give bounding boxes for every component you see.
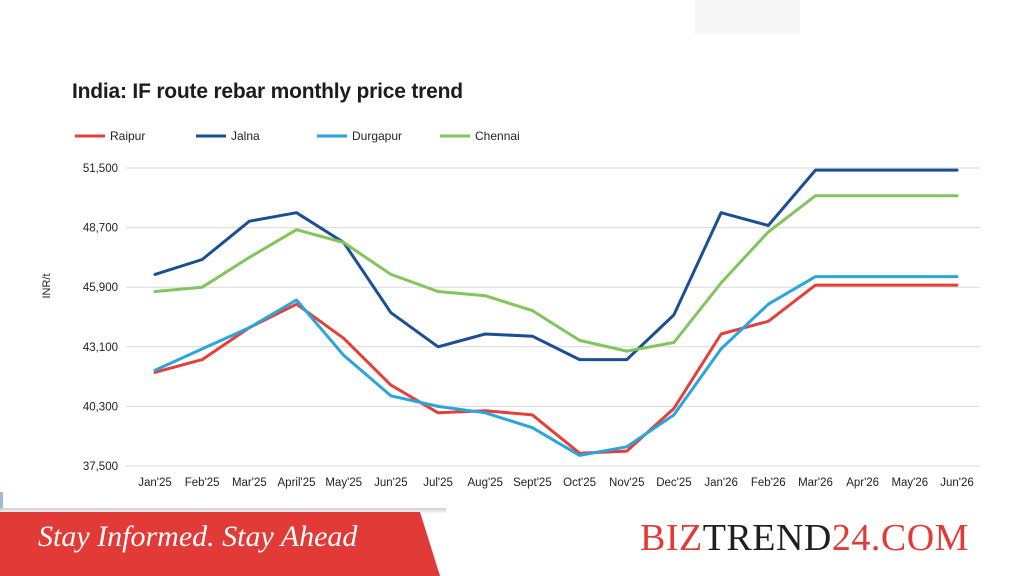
x-tick-label: Sept'25 bbox=[513, 477, 552, 489]
legend: Raipur Jalna Durgapur Chennai bbox=[75, 129, 520, 143]
x-tick-label: Dec'25 bbox=[656, 477, 691, 489]
x-tick-label: Oct'25 bbox=[563, 477, 596, 489]
tagline-text: Stay Informed. Stay Ahead bbox=[38, 520, 358, 553]
legend-label: Chennai bbox=[475, 129, 520, 143]
legend-label: Raipur bbox=[110, 129, 145, 143]
x-tick-label: Mar'25 bbox=[232, 477, 267, 489]
legend-label: Jalna bbox=[231, 129, 260, 143]
x-tick-label: Jan'25 bbox=[138, 477, 172, 489]
x-tick-label: April'25 bbox=[278, 477, 316, 489]
series-lines bbox=[153, 168, 959, 457]
banner-shadow bbox=[0, 508, 446, 514]
series-line-raipur bbox=[153, 283, 959, 455]
x-tick-label: May'26 bbox=[891, 477, 928, 489]
series-line-jalna bbox=[153, 168, 959, 362]
series-line-durgapur bbox=[153, 275, 959, 457]
x-tick-label: May'25 bbox=[325, 477, 362, 489]
x-tick-label: Jun'25 bbox=[374, 477, 408, 489]
brand-part-1: BIZ bbox=[640, 517, 703, 559]
line-chart: 51,500 48,700 45,900 43,100 40,300 37,500 INR/… bbox=[41, 129, 980, 489]
y-axis-label: INR/t bbox=[41, 273, 53, 298]
brand-part-3: 24.COM bbox=[831, 517, 969, 559]
series-line-chennai bbox=[153, 194, 959, 353]
y-tick-label: 45,900 bbox=[83, 282, 118, 294]
chart-title: India: IF route rebar monthly price tren… bbox=[72, 80, 463, 103]
x-tick-label: Jun'26 bbox=[940, 477, 974, 489]
tagline-banner bbox=[0, 512, 440, 576]
x-tick-label: Feb'26 bbox=[751, 477, 786, 489]
x-tick-label: Aug'25 bbox=[468, 477, 503, 489]
brand-part-2: TREND bbox=[702, 517, 832, 559]
y-tick-label: 51,500 bbox=[83, 163, 118, 175]
y-tick-label: 37,500 bbox=[83, 461, 118, 473]
legend-label: Durgapur bbox=[352, 129, 402, 143]
y-axis: 51,500 48,700 45,900 43,100 40,300 37,500 INR/… bbox=[41, 163, 118, 473]
brand-logo[interactable]: BIZTREND24.COM bbox=[640, 516, 969, 560]
grid-lines bbox=[126, 167, 980, 467]
x-axis: Jan'25 Feb'25 Mar'25 April'25 May'25 Jun'25 Ju… bbox=[138, 477, 974, 489]
y-tick-label: 43,100 bbox=[83, 342, 118, 354]
edge-mark bbox=[0, 492, 3, 510]
background-artifact bbox=[695, 0, 800, 34]
x-tick-label: Feb'25 bbox=[185, 477, 220, 489]
x-tick-label: Jan'26 bbox=[704, 477, 738, 489]
x-tick-label: Nov'25 bbox=[609, 477, 644, 489]
y-tick-label: 48,700 bbox=[83, 223, 118, 235]
y-tick-label: 40,300 bbox=[83, 401, 118, 413]
x-tick-label: Mar'26 bbox=[798, 477, 833, 489]
x-tick-label: Apr'26 bbox=[846, 477, 879, 489]
x-tick-label: Jul'25 bbox=[423, 477, 453, 489]
